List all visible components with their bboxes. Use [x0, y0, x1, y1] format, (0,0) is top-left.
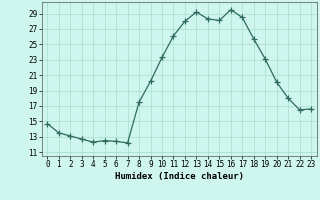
X-axis label: Humidex (Indice chaleur): Humidex (Indice chaleur): [115, 172, 244, 181]
